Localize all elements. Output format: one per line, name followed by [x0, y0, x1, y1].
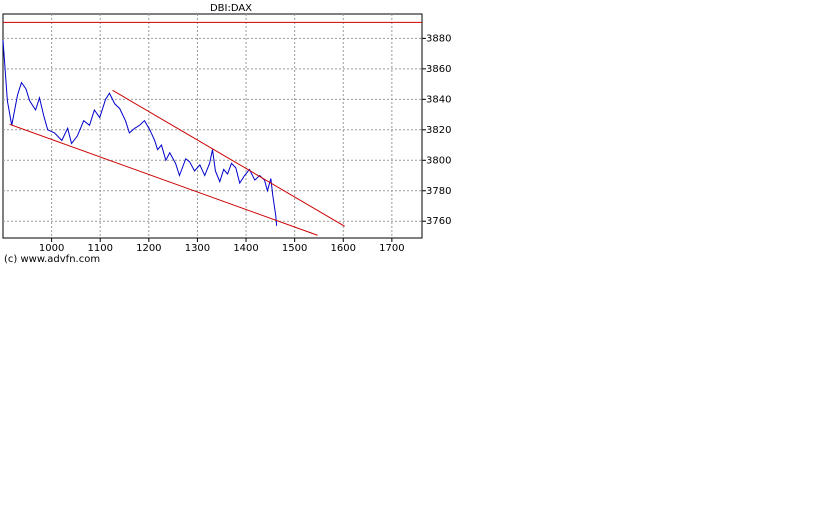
x-tick-label: 1400 [233, 243, 258, 254]
x-tick-label: 1600 [331, 243, 356, 254]
y-tick-label: 3800 [426, 155, 451, 166]
y-tick-label: 3760 [426, 216, 451, 227]
y-tick-label: 3820 [426, 125, 451, 136]
y-tick-label: 3840 [426, 94, 451, 105]
y-tick-label: 3880 [426, 33, 451, 44]
x-tick-label: 1200 [136, 243, 161, 254]
x-tick-label: 1300 [185, 243, 210, 254]
x-tick-label: 1000 [39, 243, 64, 254]
series-line [2, 39, 278, 226]
series-line [9, 123, 318, 236]
credit: (c) www.advfn.com [4, 254, 100, 265]
y-tick-label: 3780 [426, 186, 451, 197]
chart-title: DBI:DAX [210, 3, 252, 14]
x-tick-label: 1500 [282, 243, 307, 254]
x-tick-label: 1100 [87, 243, 112, 254]
series-line [112, 89, 345, 227]
y-tick-label: 3860 [426, 64, 451, 75]
x-tick-label: 1700 [379, 243, 404, 254]
plot-area [2, 13, 423, 239]
